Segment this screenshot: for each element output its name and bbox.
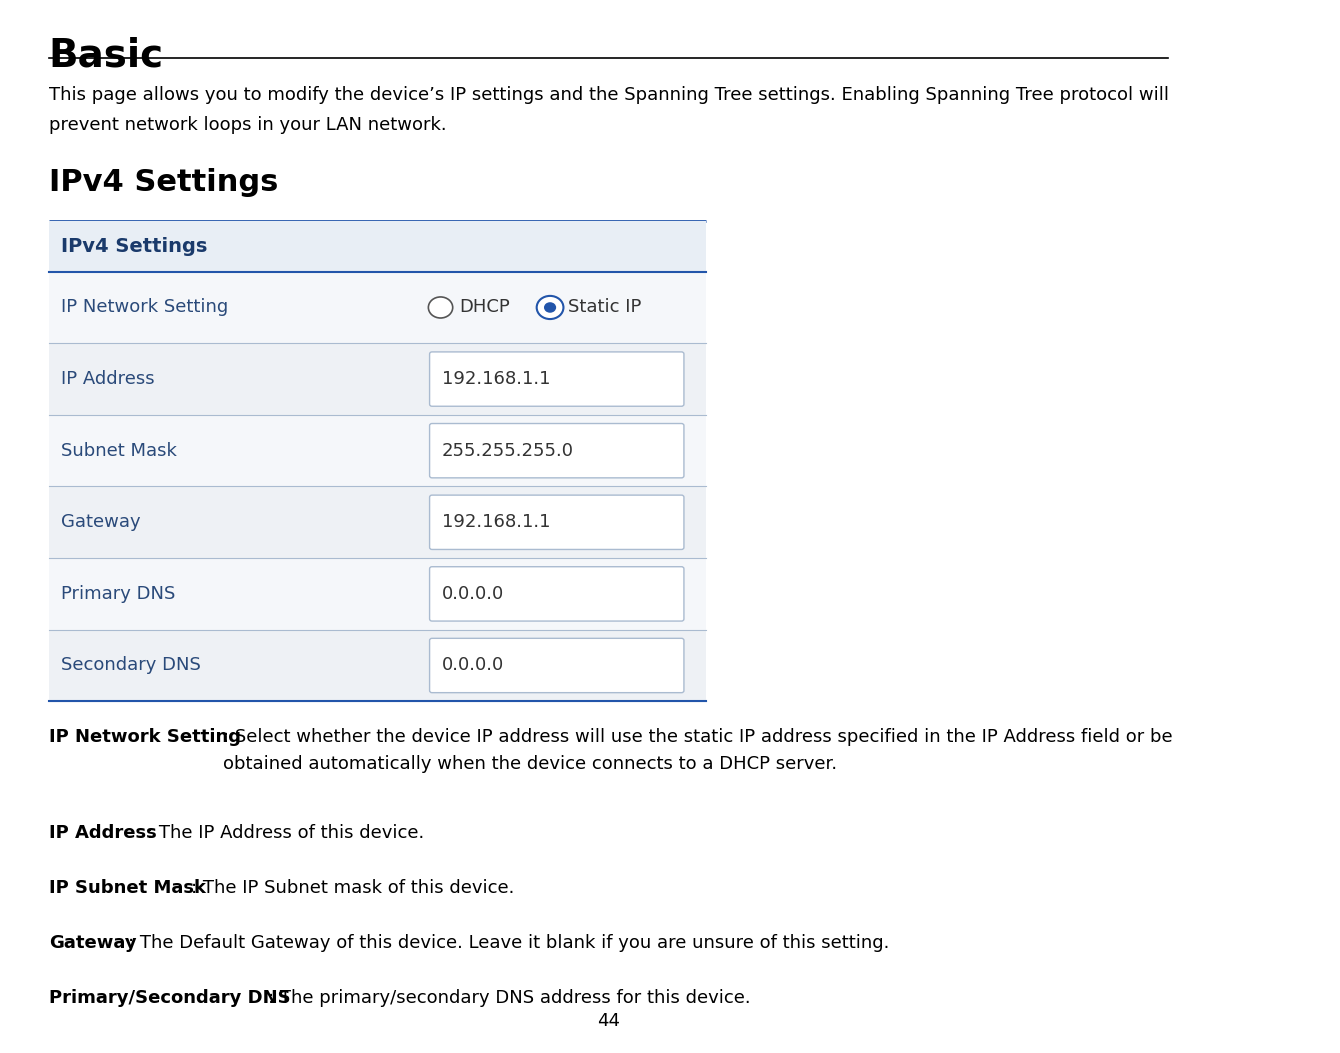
Text: Subnet Mask: Subnet Mask [60,441,177,460]
Text: : Select whether the device IP address will use the static IP address specified : : Select whether the device IP address w… [222,728,1172,773]
Text: IP Address: IP Address [60,370,154,389]
Text: IPv4 Settings: IPv4 Settings [60,237,208,256]
Bar [48,486,706,558]
Circle shape [544,302,556,313]
Circle shape [429,297,453,318]
Text: Gateway: Gateway [60,513,141,532]
Text: IPv4 Settings: IPv4 Settings [48,168,279,198]
Text: Basic: Basic [48,37,163,75]
Text: 44: 44 [598,1012,620,1030]
Text: : The IP Subnet mask of this device.: : The IP Subnet mask of this device. [192,879,515,897]
Text: This page allows you to modify the device’s IP settings and the Spanning Tree se: This page allows you to modify the devic… [48,86,1168,134]
Text: : The primary/secondary DNS address for this device.: : The primary/secondary DNS address for … [268,989,750,1007]
FancyBboxPatch shape [430,495,683,550]
Text: : The Default Gateway of this device. Leave it blank if you are unsure of this s: : The Default Gateway of this device. Le… [129,934,890,952]
Text: IP Subnet Mask: IP Subnet Mask [48,879,205,897]
Text: DHCP: DHCP [458,298,509,317]
Bar [48,558,706,630]
Text: Gateway: Gateway [48,934,137,952]
FancyBboxPatch shape [430,352,683,406]
Bar [48,272,706,343]
Text: IP Address: IP Address [48,824,157,842]
Text: Primary DNS: Primary DNS [60,584,176,603]
FancyBboxPatch shape [430,638,683,693]
Bar [48,221,706,272]
Text: 0.0.0.0: 0.0.0.0 [442,584,504,603]
Text: 255.255.255.0: 255.255.255.0 [442,441,574,460]
FancyBboxPatch shape [430,567,683,621]
Text: Secondary DNS: Secondary DNS [60,656,201,675]
Bar [48,415,706,486]
Text: 192.168.1.1: 192.168.1.1 [442,370,551,389]
Text: 0.0.0.0: 0.0.0.0 [442,656,504,675]
Text: IP Network Setting: IP Network Setting [60,298,228,317]
Bar [48,343,706,415]
Text: IP Network Setting: IP Network Setting [48,728,241,746]
Circle shape [537,296,563,319]
FancyBboxPatch shape [430,423,683,478]
Text: : The IP Address of this device.: : The IP Address of this device. [146,824,423,842]
Text: Static IP: Static IP [568,298,642,317]
Bar [48,630,706,701]
Text: 192.168.1.1: 192.168.1.1 [442,513,551,532]
Text: Primary/Secondary DNS: Primary/Secondary DNS [48,989,291,1007]
